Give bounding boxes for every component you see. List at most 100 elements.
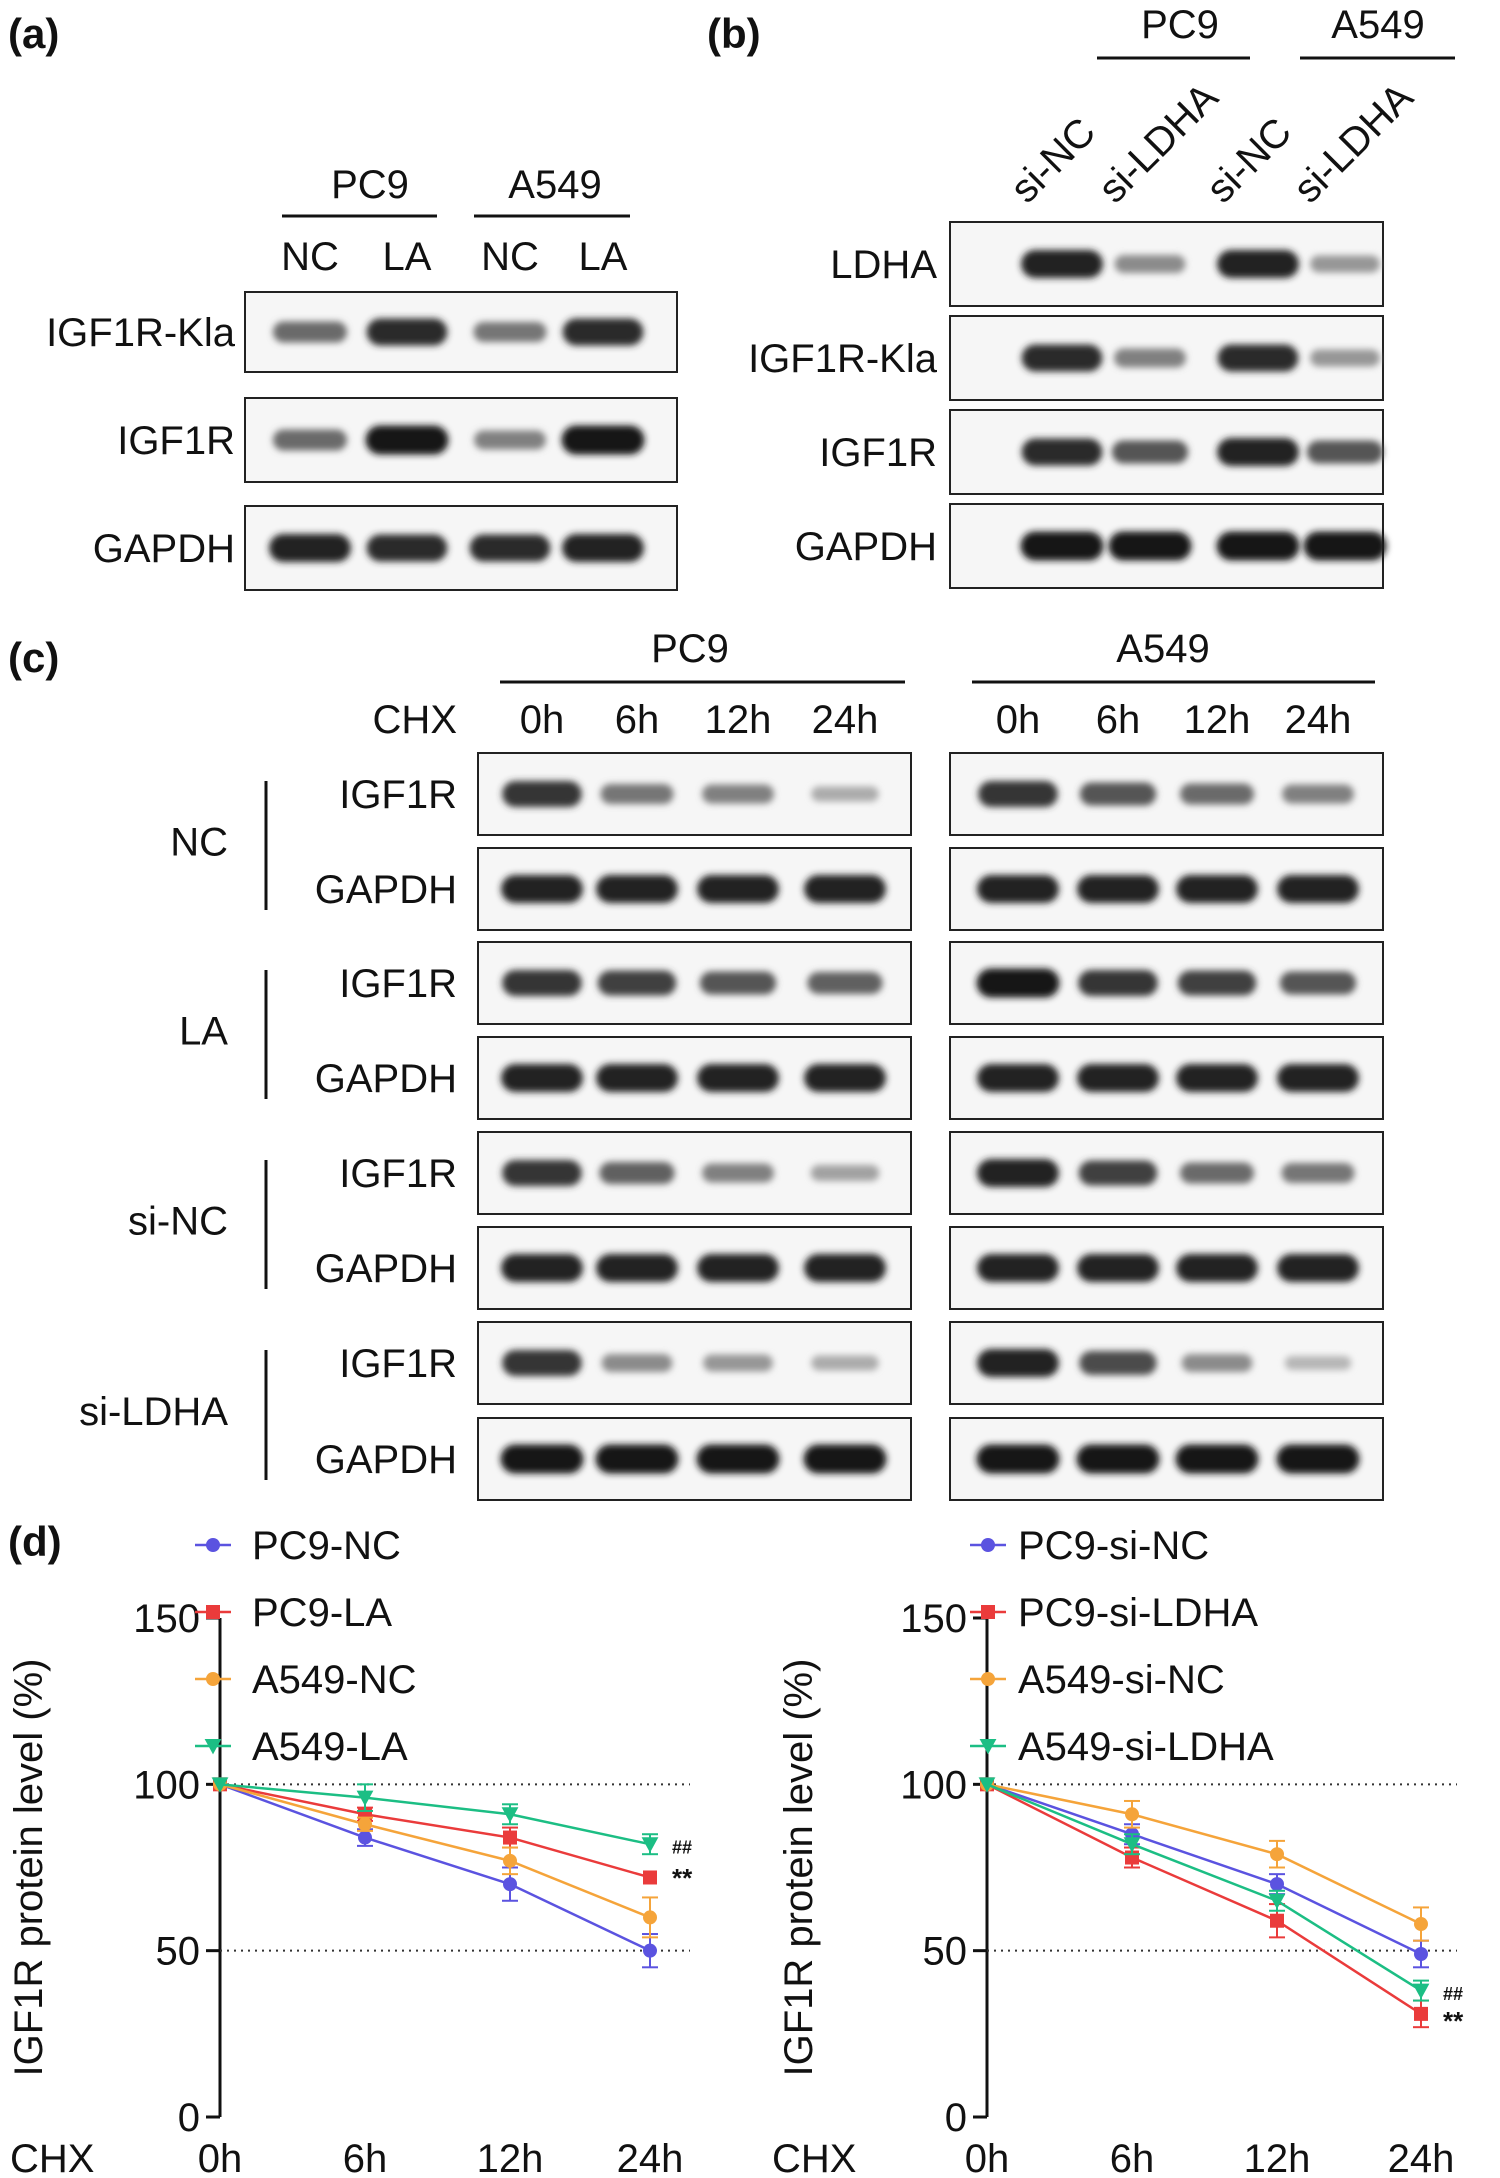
blot-band [1179, 783, 1255, 805]
data-point [643, 1870, 657, 1885]
data-point [206, 1605, 220, 1619]
blot-band [1179, 1162, 1255, 1184]
blot-band [1306, 440, 1384, 464]
line-chart-1: 0 50 100 150 IGF1R protein level (%) CHX 0h 6h 1… [7, 1524, 693, 2178]
group-si-nc: si-NC IGF1R GAPDH [128, 1131, 1384, 1310]
blot-a549-gapdh [949, 1036, 1384, 1120]
row-label-gapdh: GAPDH [315, 1438, 457, 1482]
x-tick-label: 0h [198, 2137, 243, 2178]
y-tick-label: 100 [133, 1763, 200, 1807]
blot-band [1078, 970, 1158, 996]
legend-entry: A549-NC [195, 1658, 417, 1702]
blot-band [697, 875, 779, 903]
group-label-la: LA [179, 1010, 228, 1054]
blot-band [703, 1354, 773, 1372]
legend-entry: PC9-si-NC [970, 1524, 1209, 1568]
group-la: LA IGF1R GAPDH [179, 941, 1384, 1120]
blot-band [702, 1163, 774, 1183]
blot-band [1217, 344, 1299, 372]
blot-band [1176, 1254, 1258, 1282]
blot-band [804, 875, 886, 903]
panel-c: (c) PC9 A549 CHX 0h 0h 6h 6h 12h 12h 24h 24h NC… [8, 627, 1384, 1501]
data-point [1270, 1877, 1284, 1892]
group-nc: NC IGF1R GAPDH [170, 752, 1384, 931]
legend-entry: A549-si-NC [970, 1658, 1225, 1702]
legend-entry: PC9-LA [195, 1591, 392, 1635]
blot-band [977, 1159, 1059, 1187]
blot-band [699, 971, 777, 995]
blot-pc9-gapdh [477, 847, 912, 931]
blot-band [502, 1350, 582, 1376]
blot-band [1279, 971, 1357, 995]
legend-entry: PC9-NC [195, 1524, 401, 1568]
blot-band [1277, 1064, 1359, 1092]
y-axis-label: IGF1R protein level (%) [777, 1659, 821, 2077]
blot-band [1276, 1444, 1360, 1474]
blot-a549-igf1r [949, 1131, 1384, 1215]
blot-pc9-gapdh [477, 1036, 912, 1120]
x-tick-label: 24h [1388, 2137, 1455, 2178]
data-point [643, 1910, 657, 1925]
lane-label-nc: NC [481, 235, 539, 279]
y-tick-label: 50 [156, 1930, 201, 1974]
legend-entry: PC9-si-LDHA [970, 1591, 1258, 1635]
blot-band [502, 781, 582, 807]
panel-c-cellline-pc9: PC9 [651, 627, 729, 671]
y-tick-label: 150 [133, 1597, 200, 1641]
series-line [219, 1783, 651, 1952]
blot-label-gapdh: GAPDH [93, 527, 235, 571]
blot-band [1079, 1351, 1157, 1375]
x-axis-label: CHX [772, 2137, 856, 2178]
panel-a-cellline-pc9: PC9 [331, 163, 409, 207]
group-si-ldha: si-LDHA IGF1R GAPDH [79, 1321, 1384, 1501]
series-a549-la [211, 1777, 659, 1856]
timepoint-a549-12h: 12h [1184, 698, 1251, 742]
y-tick-label: 150 [900, 1597, 967, 1641]
x-tick-label: 12h [477, 2137, 544, 2178]
panel-a: (a) PC9 A549 NC LA NC LA IGF1R-Kla IGF1R GAPD… [8, 10, 678, 591]
legend-entry: A549-LA [195, 1725, 408, 1769]
series-line [219, 1783, 651, 1919]
x-axis-label: CHX [10, 2137, 94, 2178]
blot-band [1284, 1356, 1352, 1370]
blot-band [272, 321, 348, 343]
significance-annotation: ** [672, 1863, 693, 1893]
blot-band [978, 781, 1058, 807]
blot-band [601, 1354, 673, 1372]
blot-band [562, 534, 644, 562]
legend-label: PC9-LA [252, 1591, 392, 1635]
y-tick-label: 50 [923, 1930, 968, 1974]
blot-band [1077, 1254, 1159, 1282]
data-point [981, 1672, 995, 1686]
blot-pc9-gapdh [477, 1226, 912, 1310]
panel-b-label: (b) [707, 10, 761, 57]
data-point [211, 1777, 229, 1793]
blot-a549-igf1r [949, 1321, 1384, 1405]
row-label-gapdh: GAPDH [315, 1247, 457, 1291]
legend-entry: A549-si-LDHA [970, 1725, 1274, 1769]
blot-pc9-igf1r [477, 752, 912, 836]
data-point [981, 1538, 995, 1552]
panel-a-cellline-a549: A549 [508, 163, 601, 207]
blot-band [1108, 531, 1192, 561]
blot-gapdh [949, 503, 1387, 589]
blot-ldha [949, 221, 1384, 307]
y-tick-label: 0 [178, 2096, 200, 2140]
blot-igf1r-kla [244, 291, 678, 373]
blot-band [595, 1444, 679, 1474]
blot-band [702, 784, 774, 804]
blot-band [365, 425, 449, 455]
lane-label-nc: NC [281, 235, 339, 279]
panel-a-label: (a) [8, 10, 59, 57]
data-point [1414, 2006, 1428, 2021]
lane-label-si-ldha: si-LDHA [1090, 75, 1227, 212]
y-axis-label: IGF1R protein level (%) [7, 1659, 51, 2077]
blot-igf1r-kla [949, 315, 1384, 401]
x-tick-label: 12h [1244, 2137, 1311, 2178]
blot-band [500, 1444, 584, 1474]
data-point [979, 1739, 997, 1755]
row-label-gapdh: GAPDH [315, 868, 457, 912]
blot-gapdh [244, 505, 678, 591]
